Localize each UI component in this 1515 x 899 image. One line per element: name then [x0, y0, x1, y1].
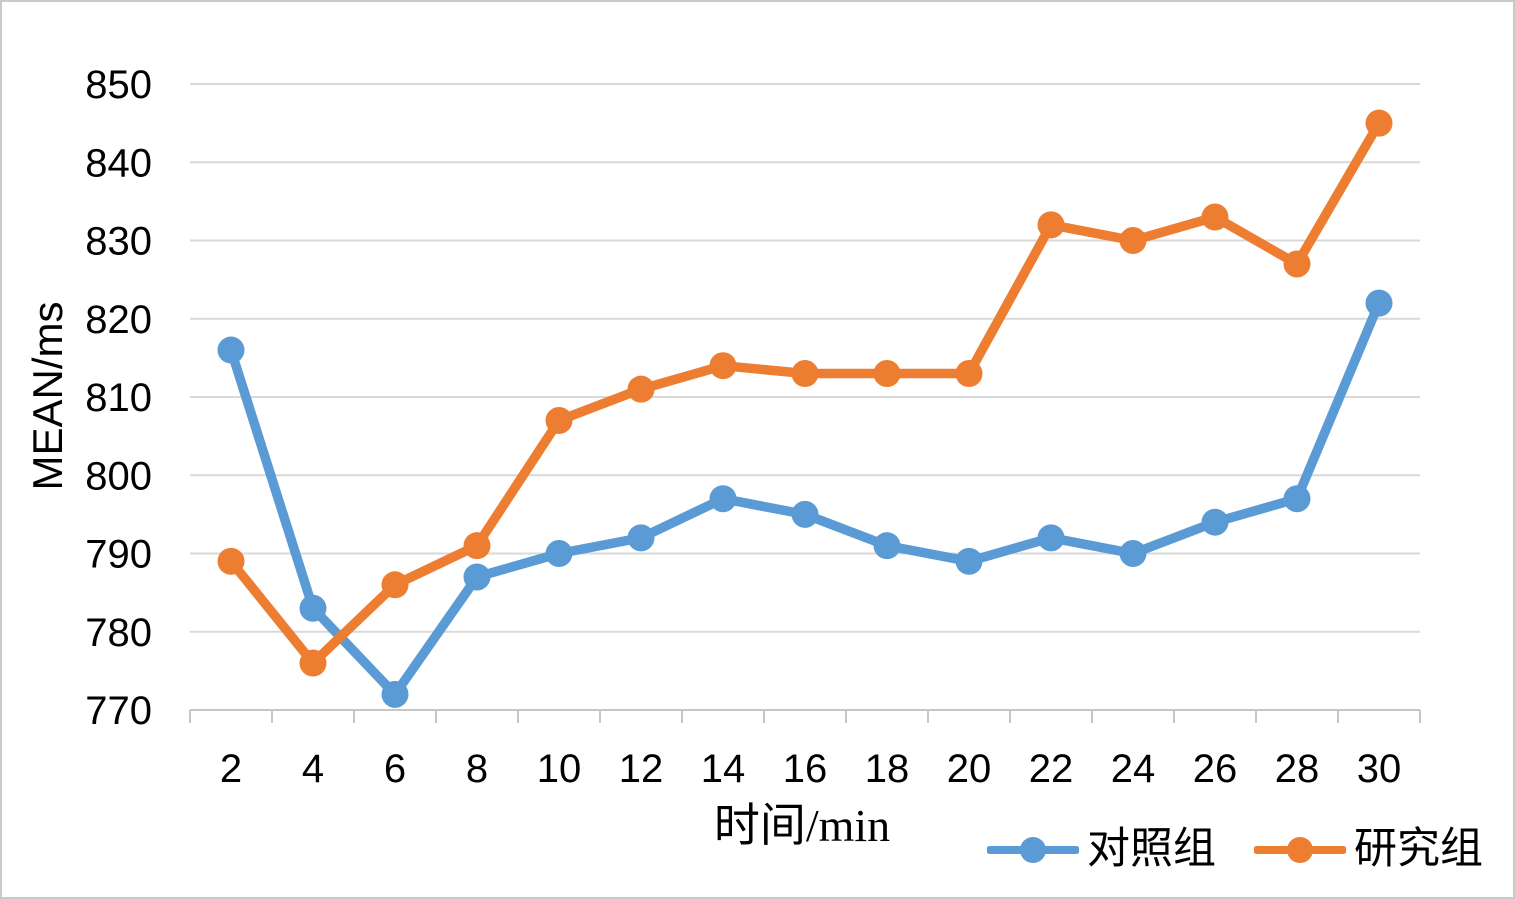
data-point-marker [1283, 250, 1311, 278]
y-axis-title: MEAN/ms [24, 301, 71, 491]
data-point-marker [709, 485, 737, 513]
data-point-marker [627, 524, 655, 552]
x-tick-label: 14 [701, 747, 746, 791]
y-tick-label: 790 [85, 533, 152, 577]
y-tick-label: 850 [85, 63, 152, 107]
legend-item-research-group: 研究组 [1254, 828, 1483, 871]
data-point-marker [791, 500, 819, 528]
data-point-marker [217, 547, 245, 575]
data-point-marker [791, 360, 819, 388]
data-point-marker [545, 406, 573, 434]
x-tick-label: 16 [783, 747, 828, 791]
data-point-marker [463, 563, 491, 591]
legend-label: 对照组 [1087, 826, 1216, 873]
data-point-marker [299, 594, 327, 622]
x-tick-label: 12 [619, 747, 664, 791]
chart-legend: 对照组 研究组 [987, 828, 1483, 871]
y-tick-label: 770 [85, 689, 152, 733]
y-tick-label: 800 [85, 454, 152, 498]
y-tick-label: 840 [85, 141, 152, 185]
x-tick-label: 2 [220, 747, 242, 791]
x-tick-label: 10 [537, 747, 582, 791]
x-tick-label: 22 [1029, 747, 1074, 791]
data-point-marker [873, 360, 901, 388]
data-point-marker [1201, 508, 1229, 536]
data-point-marker [627, 375, 655, 403]
y-tick-label: 780 [85, 611, 152, 655]
data-point-marker [299, 649, 327, 677]
data-point-marker [1119, 227, 1147, 254]
data-point-marker [955, 547, 983, 575]
x-tick-label: 4 [302, 747, 324, 791]
data-point-marker [1283, 485, 1311, 513]
data-point-marker [1037, 524, 1065, 552]
x-tick-label: 26 [1193, 747, 1238, 791]
data-point-marker [381, 571, 409, 599]
x-tick-label: 24 [1111, 747, 1156, 791]
data-point-marker [463, 532, 491, 560]
legend-line-marker-icon [987, 836, 1079, 863]
legend-item-control-group: 对照组 [987, 828, 1216, 871]
data-point-marker [1037, 211, 1065, 239]
x-axis-title: 时间/min [713, 800, 891, 851]
x-tick-label: 30 [1357, 747, 1402, 791]
data-point-marker [1119, 540, 1147, 567]
data-point-marker [545, 540, 573, 567]
legend-line-marker-icon [1254, 836, 1346, 863]
legend-label: 研究组 [1354, 826, 1483, 873]
data-point-marker [873, 532, 901, 560]
y-tick-label: 820 [85, 298, 152, 342]
data-point-marker [1201, 203, 1229, 231]
y-tick-label: 810 [85, 376, 152, 420]
data-point-marker [381, 680, 409, 708]
x-tick-label: 6 [384, 747, 406, 791]
data-point-marker [217, 336, 245, 364]
data-point-marker [955, 360, 983, 388]
x-tick-label: 8 [466, 747, 488, 791]
data-point-marker [709, 352, 737, 380]
x-tick-label: 28 [1275, 747, 1320, 791]
data-point-marker [1365, 289, 1393, 317]
data-point-marker [1365, 109, 1393, 137]
y-tick-label: 830 [85, 220, 152, 264]
x-tick-label: 20 [947, 747, 992, 791]
x-tick-label: 18 [865, 747, 910, 791]
